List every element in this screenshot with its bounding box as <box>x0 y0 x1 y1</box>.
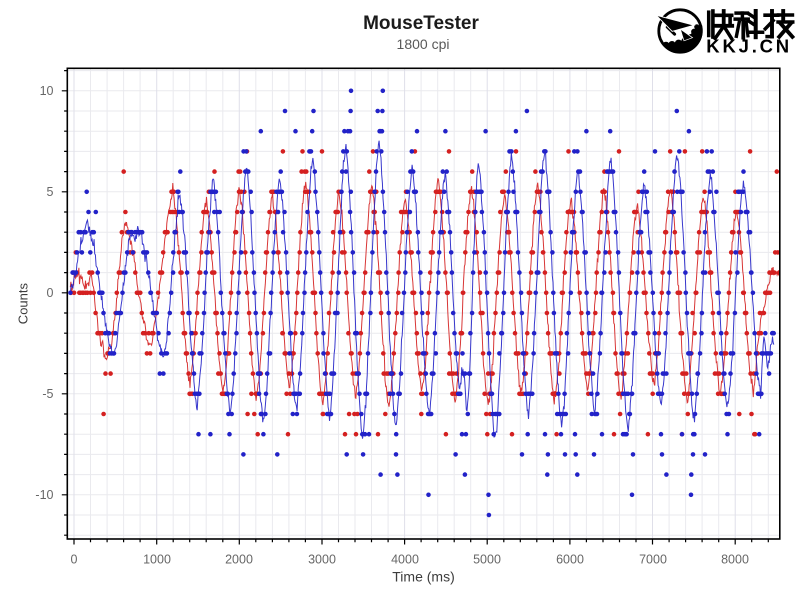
svg-text:KKJ.CN: KKJ.CN <box>706 35 792 56</box>
svg-text:1800 cpi: 1800 cpi <box>397 36 450 52</box>
svg-text:5: 5 <box>47 185 54 199</box>
svg-text:4000: 4000 <box>391 553 419 567</box>
svg-text:7000: 7000 <box>639 553 667 567</box>
svg-text:10: 10 <box>40 84 54 98</box>
svg-text:1000: 1000 <box>143 553 171 567</box>
svg-text:3000: 3000 <box>308 553 336 567</box>
svg-text:Time (ms): Time (ms) <box>392 569 454 585</box>
svg-text:-5: -5 <box>42 387 53 401</box>
svg-text:-10: -10 <box>35 488 53 502</box>
svg-text:0: 0 <box>47 286 54 300</box>
svg-text:0: 0 <box>71 553 78 567</box>
svg-text:Counts: Counts <box>16 283 31 325</box>
svg-text:2000: 2000 <box>225 553 253 567</box>
svg-text:MouseTester: MouseTester <box>363 13 479 34</box>
svg-text:8000: 8000 <box>721 553 749 567</box>
svg-text:5000: 5000 <box>473 553 501 567</box>
svg-text:6000: 6000 <box>556 553 584 567</box>
